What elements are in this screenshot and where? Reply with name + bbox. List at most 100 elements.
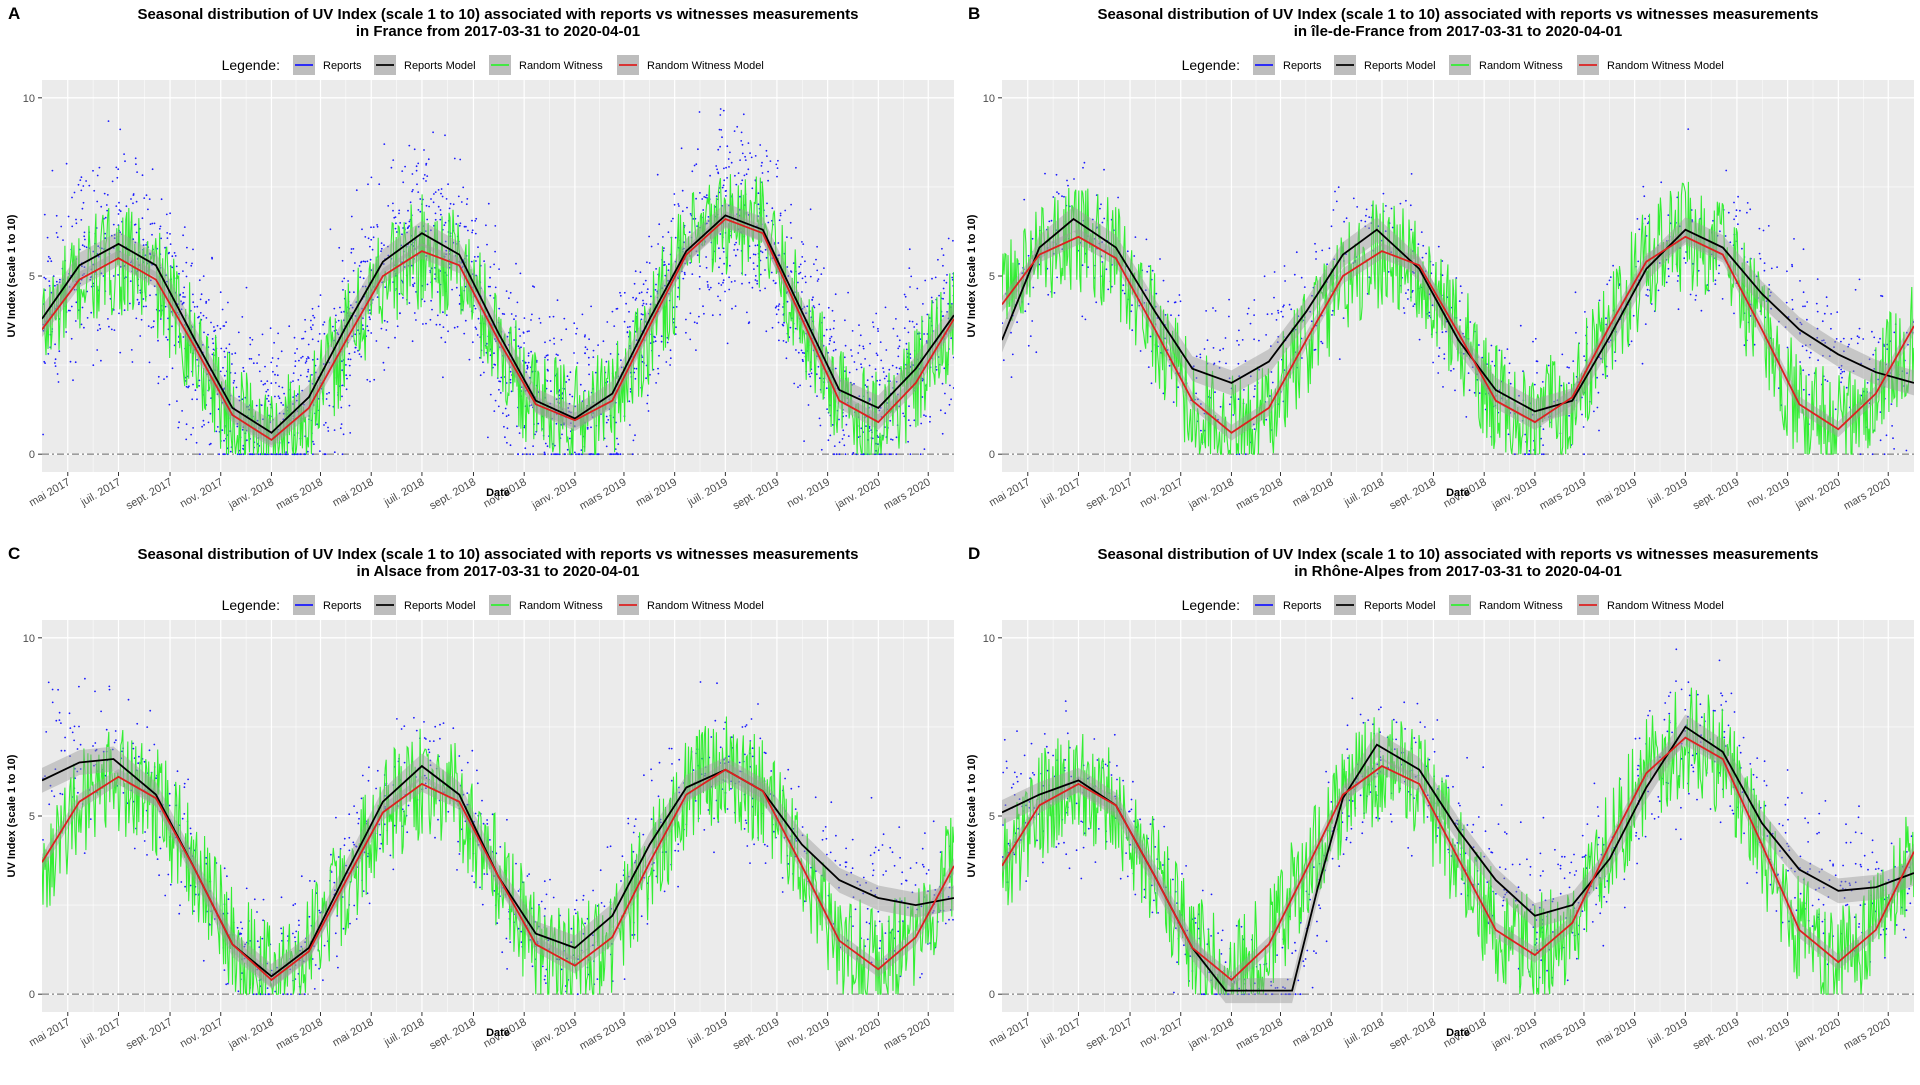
report-point (592, 890, 594, 892)
report-point (751, 718, 753, 720)
report-point (309, 916, 311, 918)
report-point (280, 453, 282, 455)
report-point (706, 267, 708, 269)
report-point (506, 290, 508, 292)
report-point (945, 923, 947, 925)
report-point (504, 436, 506, 438)
report-point (655, 268, 657, 270)
report-point (135, 157, 137, 159)
report-point (1242, 339, 1244, 341)
report-point (690, 312, 692, 314)
report-point (585, 346, 587, 348)
x-tick-label: mai 2019 (634, 476, 679, 509)
report-point (310, 320, 312, 322)
report-point (1830, 328, 1832, 330)
report-point (1028, 255, 1030, 257)
report-point (553, 897, 555, 899)
report-point (575, 913, 577, 915)
report-point (1122, 290, 1124, 292)
report-point (1764, 270, 1766, 272)
report-point (398, 213, 400, 215)
report-point (584, 923, 586, 925)
report-point (682, 210, 684, 212)
report-point (138, 302, 140, 304)
report-point (104, 193, 106, 195)
report-point (224, 356, 226, 358)
report-point (714, 720, 716, 722)
report-point (182, 292, 184, 294)
report-point (292, 380, 294, 382)
report-point (642, 361, 644, 363)
report-point (1802, 345, 1804, 347)
report-point (335, 315, 337, 317)
report-point (357, 823, 359, 825)
report-point (568, 379, 570, 381)
report-point (1066, 180, 1068, 182)
report-point (430, 319, 432, 321)
report-point (226, 875, 228, 877)
report-point (1657, 796, 1659, 798)
report-point (475, 260, 477, 262)
report-point (151, 234, 153, 236)
report-point (722, 187, 724, 189)
report-point (844, 356, 846, 358)
report-point (1597, 407, 1599, 409)
report-point (338, 320, 340, 322)
report-point (1332, 858, 1334, 860)
report-point (417, 163, 419, 165)
report-point (351, 216, 353, 218)
report-point (922, 864, 924, 866)
report-point (1534, 384, 1536, 386)
report-point (355, 347, 357, 349)
report-point (50, 260, 52, 262)
report-point (847, 292, 849, 294)
report-point (529, 453, 531, 455)
report-point (1598, 430, 1600, 432)
report-point (801, 350, 803, 352)
report-point (187, 779, 189, 781)
report-point (910, 453, 912, 455)
report-point (135, 224, 137, 226)
report-point (49, 258, 51, 260)
report-point (58, 350, 60, 352)
report-point (371, 177, 373, 179)
x-tick-label: mai 2017 (27, 476, 72, 509)
report-point (1840, 341, 1842, 343)
report-point (268, 993, 270, 995)
report-point (921, 973, 923, 975)
report-point (418, 209, 420, 211)
report-point (381, 242, 383, 244)
report-point (1575, 291, 1577, 293)
report-point (669, 364, 671, 366)
report-point (1824, 313, 1826, 315)
report-point (584, 390, 586, 392)
legend-item: Reports (1253, 595, 1322, 615)
report-point (629, 326, 631, 328)
report-point (180, 881, 182, 883)
report-point (477, 782, 479, 784)
report-point (588, 338, 590, 340)
report-point (300, 375, 302, 377)
report-point (369, 381, 371, 383)
report-point (1642, 186, 1644, 188)
report-point (770, 160, 772, 162)
report-point (404, 762, 406, 764)
report-point (1146, 239, 1148, 241)
report-point (1032, 238, 1034, 240)
report-point (203, 315, 205, 317)
report-point (407, 210, 409, 212)
report-point (178, 273, 180, 275)
report-point (196, 442, 198, 444)
report-point (119, 129, 121, 131)
y-tick-label: 10 (983, 93, 995, 105)
report-point (764, 844, 766, 846)
report-point (606, 416, 608, 418)
report-point (790, 327, 792, 329)
report-point (354, 333, 356, 335)
report-point (224, 375, 226, 377)
report-point (498, 268, 500, 270)
report-point (833, 453, 835, 455)
report-point (818, 304, 820, 306)
report-point (1284, 265, 1286, 267)
